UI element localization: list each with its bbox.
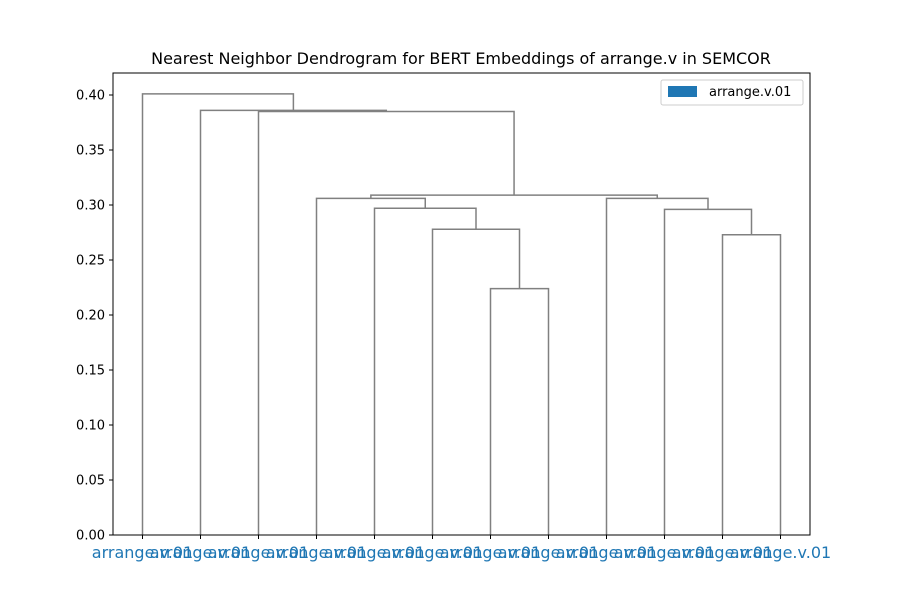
dendrogram-link (431, 228, 521, 535)
dendrogram-link (663, 208, 753, 535)
leaf-label: arrange.v.01 (92, 543, 193, 562)
legend-label: arrange.v.01 (709, 85, 791, 100)
y-tick-label: 0.25 (76, 254, 105, 269)
leaf-label: arrange.v.01 (382, 543, 483, 562)
dendrogram-link (489, 287, 550, 535)
leaf-label: arrange.v.01 (324, 543, 425, 562)
leaf-label: arrange.v.01 (556, 543, 657, 562)
y-tick-label: 0.10 (76, 419, 105, 434)
dendrogram-link (605, 197, 709, 535)
y-tick-label: 0.20 (76, 309, 105, 324)
dendrogram-link (257, 110, 515, 535)
leaf-label: arrange.v.01 (440, 543, 541, 562)
leaf-label: arrange.v.01 (208, 543, 309, 562)
leaf-label: arrange.v.01 (614, 543, 715, 562)
chart-title: Nearest Neighbor Dendrogram for BERT Emb… (151, 49, 771, 68)
y-tick-label: 0.35 (76, 144, 105, 159)
leaf-label: arrange.v.01 (498, 543, 599, 562)
legend-swatch (668, 86, 697, 97)
leaf-label: arrange.v.01 (150, 543, 251, 562)
dendrogram-links (141, 93, 782, 535)
y-tick-label: 0.05 (76, 474, 105, 489)
plot-frame (112, 72, 811, 536)
dendrogram-link (721, 233, 782, 535)
leaf-label: arrange.v.01 (266, 543, 367, 562)
dendrogram-link (373, 207, 477, 535)
y-tick-label: 0.40 (76, 89, 105, 104)
dendrogram-link (199, 109, 388, 535)
y-tick-label: 0.30 (76, 199, 105, 214)
leaf-label: arrange.v.01 (730, 543, 831, 562)
legend: arrange.v.01 (660, 79, 804, 106)
y-tick-label: 0.15 (76, 364, 105, 379)
y-tick-label: 0.00 (76, 529, 105, 544)
x-axis: arrange.v.01arrange.v.01arrange.v.01arra… (92, 535, 831, 562)
dendrogram-link (315, 197, 426, 535)
dendrogram-link (141, 93, 295, 535)
y-axis: 0.00 0.05 0.10 0.15 0.20 0.25 0.30 0.35 0.40 (76, 89, 113, 544)
leaf-label: arrange.v.01 (672, 543, 773, 562)
